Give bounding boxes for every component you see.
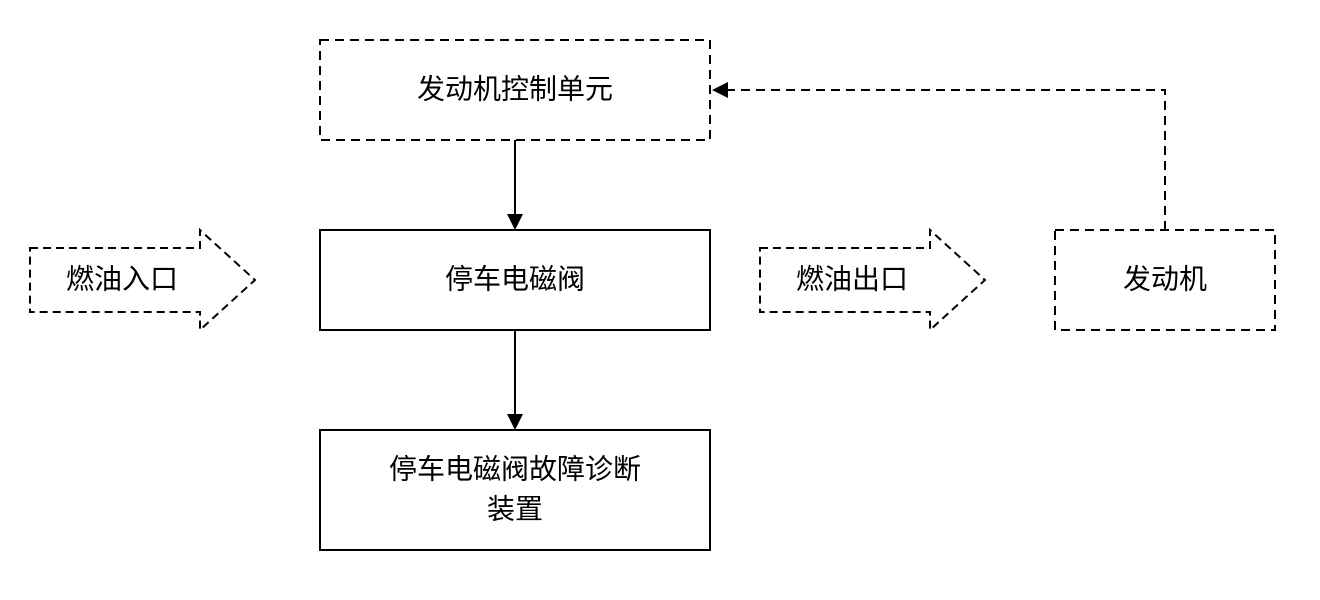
node-fuel-in-label: 燃油入口 bbox=[66, 264, 178, 296]
node-ecu: 发动机控制单元 bbox=[320, 40, 710, 140]
node-diag-label-line2: 装置 bbox=[487, 494, 543, 526]
node-fuel-out: 燃油出口 bbox=[760, 230, 985, 330]
node-valve-label: 停车电磁阀 bbox=[445, 264, 585, 296]
node-fuel-out-label: 燃油出口 bbox=[796, 264, 908, 296]
node-fuel-in: 燃油入口 bbox=[30, 230, 255, 330]
node-ecu-label: 发动机控制单元 bbox=[417, 74, 613, 106]
node-engine: 发动机 bbox=[1055, 230, 1275, 330]
edge-valve-to-diag bbox=[507, 330, 523, 430]
edge-engine-to-ecu bbox=[712, 82, 1165, 230]
node-engine-label: 发动机 bbox=[1123, 264, 1207, 296]
flowchart-canvas: 发动机控制单元 停车电磁阀 停车电磁阀故障诊断 装置 发动机 燃油入口 燃油出口 bbox=[0, 0, 1320, 600]
node-diag: 停车电磁阀故障诊断 装置 bbox=[320, 430, 710, 550]
node-diag-label-line1: 停车电磁阀故障诊断 bbox=[389, 454, 641, 486]
edge-ecu-to-valve bbox=[507, 140, 523, 230]
node-valve: 停车电磁阀 bbox=[320, 230, 710, 330]
